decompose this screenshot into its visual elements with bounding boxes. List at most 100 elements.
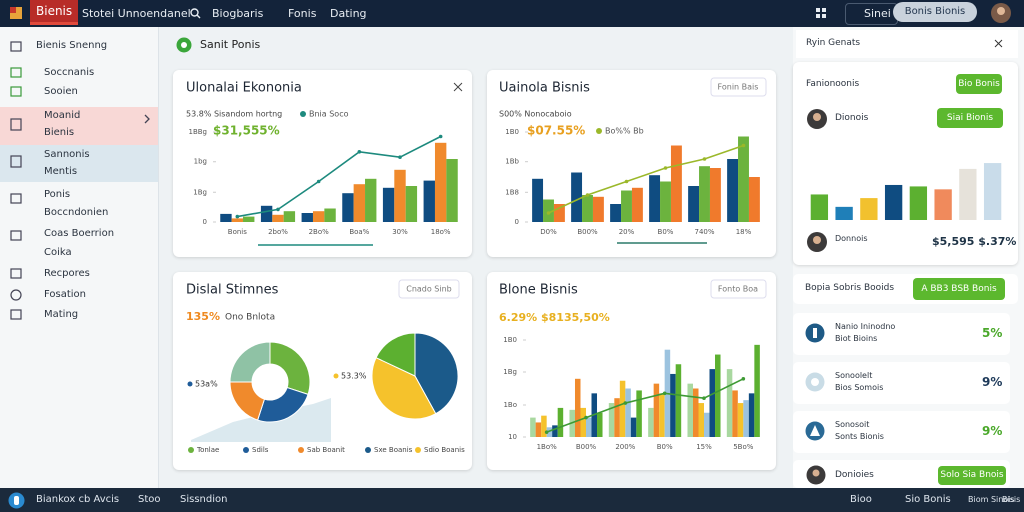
sidebar-item[interactable]: Boccndonien: [44, 207, 109, 218]
bar: [394, 169, 406, 222]
line-point: [546, 211, 551, 215]
brand[interactable]: Bienis: [30, 0, 79, 25]
bottom-item[interactable]: Stoo: [138, 494, 161, 505]
line-point: [544, 430, 549, 434]
close-icon[interactable]: [453, 82, 463, 92]
bottom-item[interactable]: Sissndion: [180, 494, 228, 505]
button[interactable]: Siai Bionis: [937, 108, 1003, 128]
logo-icon: [10, 7, 22, 19]
bar: [699, 166, 710, 222]
person-name: Dionois: [835, 113, 869, 123]
hover-item-bg: [0, 145, 158, 182]
bottom-item[interactable]: Sio Bonis: [905, 494, 951, 505]
chart-title: Ulonalai Ekononia: [186, 81, 302, 96]
headline: 6.29% $8135,50%: [499, 311, 610, 324]
pie-slice: [269, 341, 311, 395]
bar: [546, 427, 553, 437]
bar: [748, 393, 755, 437]
close-icon[interactable]: [994, 39, 1003, 48]
sidebar-item[interactable]: Moanid: [44, 110, 81, 121]
bar: [732, 390, 738, 437]
x-tick-label: 18o%: [431, 228, 451, 236]
sidebar-item[interactable]: Bienis Snenng: [36, 40, 108, 51]
bar: [754, 344, 760, 437]
sidebar-item[interactable]: Ponis: [44, 189, 71, 200]
chart-subtitle: 53.8% Sisandom hortng: [186, 110, 282, 119]
card-button[interactable]: [710, 77, 767, 97]
legend-label: Tonlae: [196, 446, 219, 454]
card-button-label[interactable]: Fonin Bais: [718, 83, 759, 92]
bar: [312, 211, 325, 222]
bar: [582, 195, 593, 222]
sidebar-item[interactable]: Sooien: [44, 86, 78, 97]
bar: [382, 187, 395, 222]
bar: [423, 180, 435, 222]
annotation: 53.3%: [341, 372, 367, 381]
menu-item[interactable]: Dating: [330, 7, 367, 20]
header-button[interactable]: Bonis Bionis: [893, 2, 977, 22]
y-tick-label: 1Bb: [505, 158, 519, 166]
legend-label: Bo%% Bb: [605, 127, 644, 136]
bar: [610, 204, 622, 222]
row-title: Sonoolelt: [835, 371, 873, 380]
avatar[interactable]: [990, 2, 1012, 24]
row-title: Sonosoit: [835, 420, 870, 429]
card-button-label[interactable]: Fonto Boa: [718, 285, 758, 294]
list-row[interactable]: [793, 411, 1010, 453]
line-point: [662, 391, 667, 396]
grid-icon[interactable]: [816, 8, 827, 19]
list-row[interactable]: [793, 313, 1010, 355]
line-series: [237, 135, 442, 218]
row-value: 5%: [982, 326, 1003, 340]
line-point: [316, 179, 321, 184]
line-point: [357, 150, 362, 154]
card-button[interactable]: [710, 279, 767, 299]
menu-item[interactable]: Biogbaris: [212, 7, 264, 20]
bar: [619, 380, 626, 437]
bar: [726, 369, 733, 437]
line-point: [276, 207, 280, 212]
sidebar-item[interactable]: Sannonis: [44, 149, 90, 160]
sidebar-item[interactable]: Coika: [44, 247, 72, 258]
bar: [884, 184, 903, 220]
bar: [630, 417, 637, 437]
card-button-label[interactable]: Cnado Sinb: [406, 285, 452, 294]
button[interactable]: Bio Bonis: [956, 74, 1002, 94]
list-row[interactable]: [793, 362, 1010, 404]
search-box[interactable]: Sinei: [845, 3, 898, 25]
line-point: [438, 134, 443, 139]
x-tick-label: 740%: [694, 228, 714, 236]
bottom-item[interactable]: Biom Sinois: [968, 495, 1015, 504]
sidebar-item[interactable]: Coas Boerrion: [44, 228, 115, 239]
line-point: [702, 157, 707, 161]
sidebar-item[interactable]: Soccnanis: [44, 67, 95, 78]
chart: Ulonalai Ekononia 53.8% Sisandom hortng …: [186, 81, 463, 246]
row-icon: [805, 421, 825, 441]
sidebar-item[interactable]: Recpores: [44, 268, 90, 279]
sidebar-item[interactable]: Fosation: [44, 289, 87, 300]
bar: [743, 400, 749, 437]
pie-slice: [229, 381, 266, 421]
bar: [231, 218, 244, 222]
menu-item[interactable]: Fonis: [288, 7, 317, 20]
sidebar-item[interactable]: Mating: [44, 309, 79, 320]
card-button[interactable]: [398, 279, 460, 299]
bottom-item[interactable]: Bisis: [1002, 495, 1021, 504]
sidebar-item[interactable]: Bienis: [44, 127, 75, 138]
panel-title: Ryin Genats: [806, 38, 861, 48]
bar: [446, 159, 458, 222]
button[interactable]: A BB3 BSB Bonis: [913, 278, 1005, 300]
bar: [608, 403, 615, 437]
bar: [675, 364, 682, 437]
row-title: Nanio Ininodno: [835, 322, 896, 331]
bottom-item[interactable]: Bioo: [850, 494, 872, 505]
bar: [324, 208, 336, 222]
sidebar-item[interactable]: Mentis: [44, 166, 78, 177]
button[interactable]: Solo Sia Bnois: [938, 466, 1006, 485]
bar: [727, 159, 739, 222]
headline: $31,555%: [213, 124, 280, 138]
line-point: [741, 143, 746, 148]
avatar: [807, 232, 827, 252]
legend-marker: [365, 447, 371, 453]
